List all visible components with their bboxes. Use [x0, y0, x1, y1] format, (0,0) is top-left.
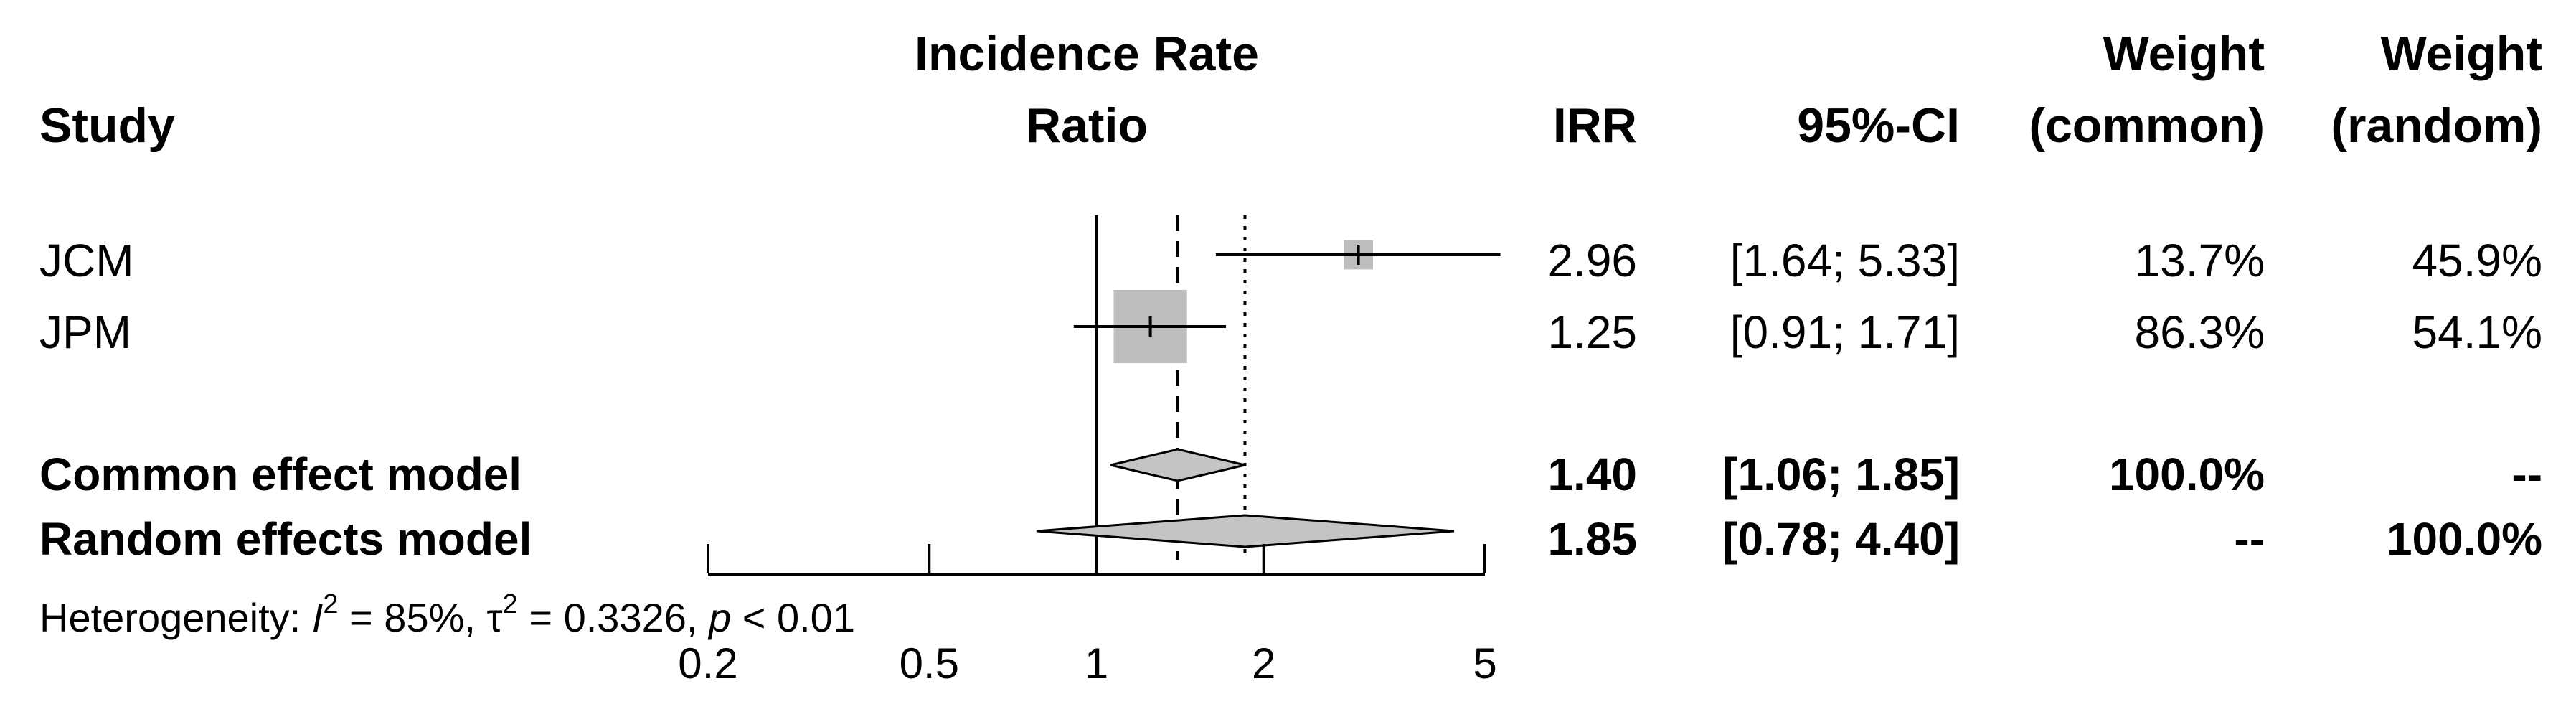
heterogeneity-tau2-superscript: 2 — [503, 589, 518, 619]
header-weight-random-line2: (random) — [2331, 98, 2542, 153]
x-tick-label-1: 1 — [1085, 639, 1108, 688]
heterogeneity-text: Heterogeneity: I2 = 85%, τ2 = 0.3326, p … — [39, 589, 855, 640]
study-weight-common-jpm: 86.3% — [2135, 306, 2265, 358]
header-effect-line2: Ratio — [1026, 98, 1148, 153]
header-effect-line1: Incidence Rate — [915, 27, 1259, 81]
study-name-jpm: JPM — [39, 306, 131, 358]
study-ci-jcm: [1.64; 5.33] — [1730, 235, 1960, 286]
study-ci-jpm: [0.91; 1.71] — [1730, 306, 1960, 358]
study-weight-random-jpm: 54.1% — [2412, 306, 2542, 358]
summary-irr-random: 1.85 — [1547, 513, 1637, 565]
study-weight-random-jcm: 45.9% — [2412, 235, 2542, 286]
study-irr-jpm: 1.25 — [1547, 306, 1637, 358]
x-tick-label-0.2: 0.2 — [678, 639, 737, 688]
header-irr: IRR — [1553, 98, 1637, 153]
study-marks — [1073, 240, 1501, 364]
summary-diamonds — [1036, 448, 1455, 548]
heterogeneity-prefix: Heterogeneity: — [39, 595, 312, 640]
summary-ci-common: [1.06; 1.85] — [1722, 449, 1960, 500]
heterogeneity-i2-value: = 85%, — [338, 595, 486, 640]
x-tick-label-2: 2 — [1252, 639, 1275, 688]
heterogeneity-tau-symbol: τ — [487, 595, 503, 640]
study-name-jcm: JCM — [39, 235, 134, 286]
common-effect-diamond — [1110, 448, 1245, 482]
study-row-jcm: JCM 2.96 [1.64; 5.33] 13.7% 45.9% — [39, 235, 2542, 286]
study-weight-common-jcm: 13.7% — [2135, 235, 2265, 286]
summary-weight-common-common: 100.0% — [2109, 449, 2265, 500]
summary-row-random: Random effects model 1.85 [0.78; 4.40] -… — [39, 513, 2542, 565]
heterogeneity-i2-symbol: I — [312, 595, 324, 640]
x-tick-label-0.5: 0.5 — [900, 639, 959, 688]
study-irr-jcm: 2.96 — [1547, 235, 1637, 286]
heterogeneity-p-symbol: p — [707, 595, 731, 640]
summary-name-common: Common effect model — [39, 449, 522, 500]
x-tick-label-5: 5 — [1473, 639, 1496, 688]
summary-weight-random-common: -- — [2511, 449, 2542, 500]
summary-row-common: Common effect model 1.40 [1.06; 1.85] 10… — [39, 449, 2542, 500]
header-study: Study — [39, 98, 175, 153]
summary-ci-random: [0.78; 4.40] — [1722, 513, 1960, 565]
heterogeneity-p-value: < 0.01 — [731, 595, 855, 640]
study-row-jpm: JPM 1.25 [0.91; 1.71] 86.3% 54.1% — [39, 306, 2542, 358]
heterogeneity-i2-superscript: 2 — [323, 589, 338, 619]
header-weight-common-line1: Weight — [2103, 27, 2265, 81]
header-weight-common-line2: (common) — [2029, 98, 2265, 153]
summary-weight-common-random: -- — [2234, 513, 2265, 565]
reference-lines — [1095, 215, 1247, 574]
random-effects-diamond — [1036, 514, 1455, 548]
summary-name-random: Random effects model — [39, 513, 532, 565]
header-weight-random-line1: Weight — [2381, 27, 2542, 81]
x-axis: 0.2 0.5 1 2 5 — [678, 544, 1497, 688]
header-ci: 95%-CI — [1797, 98, 1960, 153]
summary-weight-random-random: 100.0% — [2387, 513, 2542, 565]
summary-irr-common: 1.40 — [1547, 449, 1637, 500]
heterogeneity-tau2-value: = 0.3326, — [518, 595, 709, 640]
